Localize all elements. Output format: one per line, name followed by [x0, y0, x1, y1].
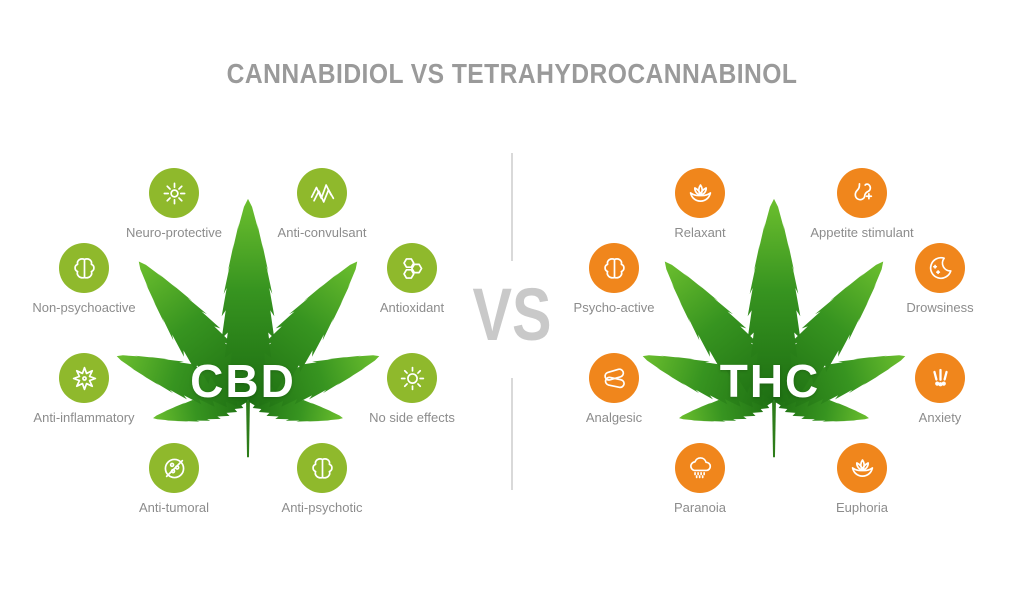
- effect-paranoia: Paranoia: [625, 443, 775, 515]
- effect-label: Relaxant: [674, 225, 726, 240]
- benefit-anti-tumoral: Anti-tumoral: [99, 443, 249, 515]
- benefit-label: Anti-convulsant: [277, 225, 367, 240]
- benefit-label: Anti-psychotic: [281, 500, 363, 515]
- brain-icon: [589, 243, 639, 293]
- stomach-plus-icon: [837, 168, 887, 218]
- effect-anxiety: Anxiety: [865, 353, 1015, 425]
- lotus-icon: [675, 168, 725, 218]
- brain-icon: [297, 443, 347, 493]
- benefit-label: No side effects: [369, 410, 455, 425]
- effect-drowsiness: Drowsiness: [865, 243, 1015, 315]
- molecules-icon: [387, 243, 437, 293]
- thc-title: THC: [719, 355, 821, 407]
- rain-cloud-icon: [675, 443, 725, 493]
- effect-label: Analgesic: [585, 410, 643, 425]
- sun-icon: [387, 353, 437, 403]
- benefit-label: Antioxidant: [379, 300, 445, 315]
- effect-label: Psycho-active: [573, 300, 655, 315]
- effect-euphoria: Euphoria: [787, 443, 937, 515]
- effect-label: Euphoria: [835, 500, 889, 515]
- effect-psycho-active: Psycho-active: [539, 243, 689, 315]
- cbd-title: CBD: [190, 355, 296, 407]
- neuron-icon: [149, 168, 199, 218]
- effect-relaxant: Relaxant: [625, 168, 775, 240]
- benefit-label: Non-psychoactive: [32, 300, 136, 315]
- benefit-antioxidant: Antioxidant: [337, 243, 487, 315]
- benefit-label: Neuro-protective: [125, 225, 223, 240]
- brain-icon: [59, 243, 109, 293]
- benefit-no-side-effects: No side effects: [337, 353, 487, 425]
- divider-line-top: [511, 153, 513, 261]
- vs-label: VS: [472, 273, 552, 356]
- benefit-anti-inflammatory: Anti-inflammatory: [9, 353, 159, 425]
- pills-icon: [589, 353, 639, 403]
- effect-label: Paranoia: [673, 500, 727, 515]
- moon-stars-icon: [915, 243, 965, 293]
- divider-line-bottom: [511, 378, 513, 490]
- effect-label: Drowsiness: [906, 300, 974, 315]
- page-title: CANNABIDIOL VS TETRAHYDROCANNABINOL: [226, 58, 798, 89]
- benefit-label: Anti-tumoral: [138, 500, 210, 515]
- benefit-label: Anti-inflammatory: [33, 410, 135, 425]
- benefit-non-psychoactive: Non-psychoactive: [9, 243, 159, 315]
- effect-label: Anxiety: [918, 410, 962, 425]
- effect-analgesic: Analgesic: [539, 353, 689, 425]
- exclamations-icon: [915, 353, 965, 403]
- starburst-icon: [59, 353, 109, 403]
- benefit-anti-psychotic: Anti-psychotic: [247, 443, 397, 515]
- effect-appetite-stimulant: Appetite stimulant: [787, 168, 937, 240]
- benefit-neuro-protective: Neuro-protective: [99, 168, 249, 240]
- effect-label: Appetite stimulant: [810, 225, 914, 240]
- benefit-anti-convulsant: Anti-convulsant: [247, 168, 397, 240]
- lotus-icon: [837, 443, 887, 493]
- seismic-waves-icon: [297, 168, 347, 218]
- no-tumor-icon: [149, 443, 199, 493]
